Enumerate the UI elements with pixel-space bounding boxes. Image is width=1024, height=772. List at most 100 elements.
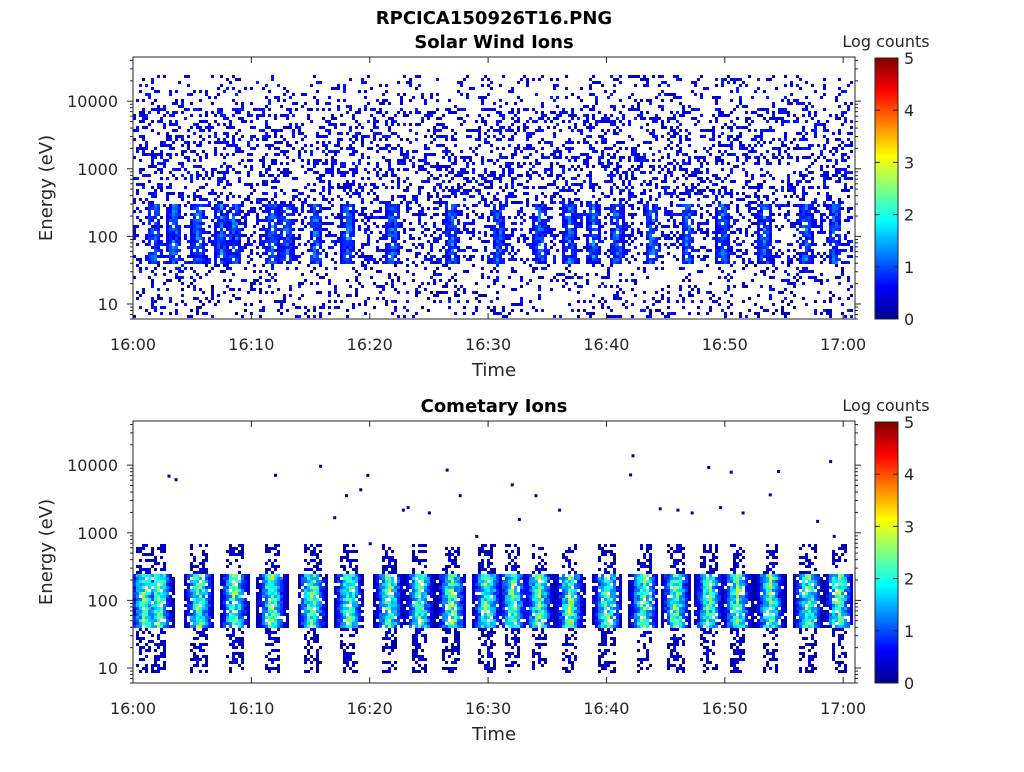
solar-wind-heatmap-cell [418, 186, 421, 189]
solar-wind-heatmap-cell [625, 306, 628, 309]
solar-wind-heatmap-cell [205, 126, 208, 129]
solar-wind-heatmap-cell [190, 315, 193, 318]
solar-wind-heatmap-cell [688, 237, 691, 240]
solar-wind-heatmap-cell [328, 186, 331, 189]
solar-wind-heatmap-cell [580, 216, 583, 219]
solar-wind-heatmap-cell [685, 225, 688, 228]
solar-wind-heatmap-cell [181, 276, 184, 279]
solar-wind-heatmap-cell [169, 192, 172, 195]
solar-wind-heatmap-cell [349, 234, 352, 237]
solar-wind-heatmap-cell [280, 189, 283, 192]
solar-wind-heatmap-cell [343, 243, 346, 246]
solar-wind-heatmap-cell [394, 114, 397, 117]
solar-wind-heatmap-cell [262, 192, 265, 195]
solar-wind-heatmap-cell [700, 213, 703, 216]
solar-wind-heatmap-cell [385, 204, 388, 207]
solar-wind-heatmap-cell [235, 225, 238, 228]
solar-wind-heatmap-cell [454, 255, 457, 258]
solar-wind-heatmap-cell [349, 219, 352, 222]
solar-wind-heatmap-cell [316, 243, 319, 246]
solar-wind-heatmap-cell [271, 216, 274, 219]
solar-wind-heatmap-cell [445, 240, 448, 243]
solar-wind-heatmap-cell [286, 204, 289, 207]
solar-wind-heatmap-cell [523, 192, 526, 195]
solar-wind-heatmap-cell [535, 159, 538, 162]
solar-wind-heatmap-cell [496, 291, 499, 294]
solar-wind-heatmap-cell [412, 195, 415, 198]
solar-wind-heatmap-cell [148, 252, 151, 255]
solar-wind-heatmap-cell [373, 210, 376, 213]
solar-wind-heatmap-cell [184, 225, 187, 228]
solar-wind-heatmap-cell [250, 288, 253, 291]
solar-wind-heatmap-cell [547, 168, 550, 171]
solar-wind-heatmap-cell [196, 108, 199, 111]
solar-wind-heatmap-cell [616, 168, 619, 171]
solar-wind-heatmap-cell [208, 129, 211, 132]
solar-wind-heatmap-cell [679, 150, 682, 153]
solar-wind-heatmap-cell [580, 108, 583, 111]
solar-wind-heatmap-cell [235, 150, 238, 153]
solar-wind-heatmap-cell [643, 261, 646, 264]
solar-wind-heatmap-cell [559, 129, 562, 132]
solar-wind-heatmap-cell [328, 294, 331, 297]
solar-wind-heatmap-cell [355, 276, 358, 279]
solar-wind-heatmap-cell [208, 237, 211, 240]
solar-wind-heatmap-cell [673, 165, 676, 168]
solar-wind-heatmap-cell [655, 138, 658, 141]
solar-wind-heatmap-cell [253, 126, 256, 129]
solar-wind-heatmap-cell [433, 132, 436, 135]
solar-wind-heatmap-cell [631, 204, 634, 207]
solar-wind-heatmap-cell [613, 132, 616, 135]
solar-wind-heatmap-cell [208, 240, 211, 243]
solar-wind-heatmap-cell [268, 243, 271, 246]
solar-wind-heatmap-cell [655, 219, 658, 222]
solar-wind-heatmap-cell [145, 84, 148, 87]
solar-wind-heatmap-cell [349, 153, 352, 156]
solar-wind-heatmap-cell [664, 192, 667, 195]
solar-wind-heatmap-cell [622, 234, 625, 237]
solar-wind-heatmap-cell [529, 177, 532, 180]
solar-wind-heatmap-cell [661, 261, 664, 264]
solar-wind-heatmap-cell [346, 216, 349, 219]
solar-wind-heatmap-cell [178, 168, 181, 171]
solar-wind-heatmap-cell [688, 258, 691, 261]
solar-wind-heatmap-cell [598, 219, 601, 222]
solar-wind-heatmap-cell [217, 249, 220, 252]
solar-wind-heatmap-cell [202, 213, 205, 216]
solar-wind-heatmap-cell [604, 168, 607, 171]
solar-wind-heatmap-cell [616, 297, 619, 300]
solar-wind-heatmap-cell [571, 177, 574, 180]
solar-wind-heatmap-cell [295, 219, 298, 222]
solar-wind-heatmap-cell [172, 123, 175, 126]
solar-wind-heatmap-cell [169, 114, 172, 117]
solar-wind-heatmap-cell [646, 234, 649, 237]
solar-wind-heatmap-cell [682, 249, 685, 252]
solar-wind-heatmap-cell [358, 159, 361, 162]
solar-wind-heatmap-cell [229, 126, 232, 129]
solar-wind-heatmap-cell [655, 216, 658, 219]
solar-wind-heatmap-cell [496, 279, 499, 282]
solar-wind-heatmap-cell [655, 183, 658, 186]
solar-wind-heatmap-cell [490, 180, 493, 183]
solar-wind-heatmap-cell [229, 237, 232, 240]
solar-wind-heatmap-cell [472, 210, 475, 213]
solar-wind-heatmap-cell [433, 153, 436, 156]
solar-wind-heatmap-cell [586, 237, 589, 240]
solar-wind-heatmap-cell [628, 159, 631, 162]
solar-wind-heatmap-cell [151, 255, 154, 258]
solar-wind-heatmap-cell [562, 186, 565, 189]
solar-wind-heatmap-cell [523, 108, 526, 111]
solar-wind-heatmap-cell [187, 171, 190, 174]
solar-wind-heatmap-cell [157, 120, 160, 123]
solar-wind-heatmap-cell [571, 276, 574, 279]
solar-wind-heatmap-cell [580, 285, 583, 288]
solar-wind-heatmap-cell [646, 81, 649, 84]
solar-wind-heatmap-cell [448, 171, 451, 174]
solar-wind-heatmap-cell [319, 192, 322, 195]
solar-wind-heatmap-cell [343, 183, 346, 186]
solar-wind-heatmap-cell [223, 156, 226, 159]
solar-wind-heatmap-cell [451, 243, 454, 246]
solar-wind-heatmap-cell [247, 213, 250, 216]
solar-wind-heatmap-cell [622, 114, 625, 117]
solar-wind-heatmap-cell [148, 237, 151, 240]
